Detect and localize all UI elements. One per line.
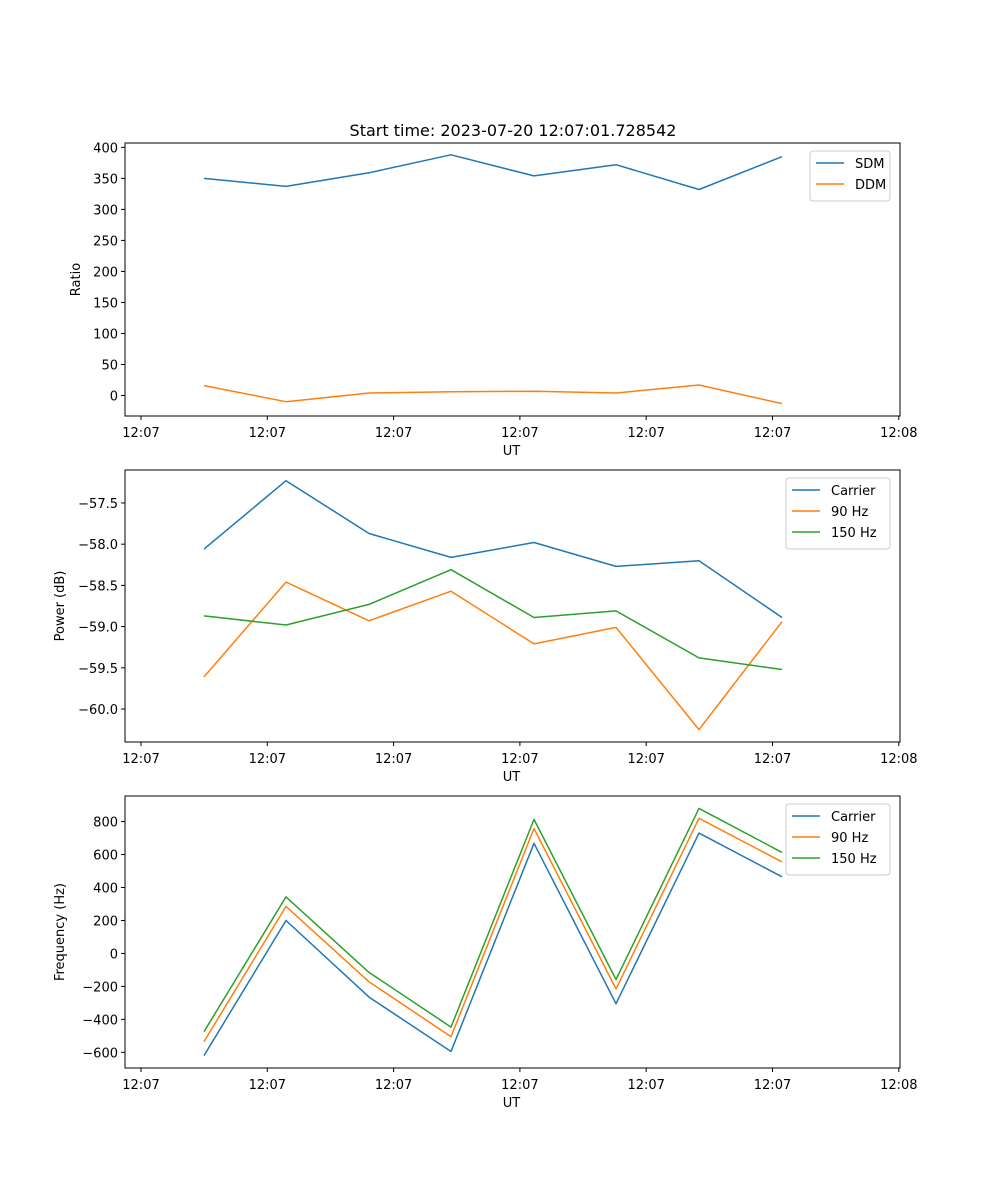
ratio-y-tick-label: 50 xyxy=(101,359,118,374)
frequency-legend-label-150-hz: 150 Hz xyxy=(831,852,877,867)
power-axes-frame xyxy=(124,469,901,743)
frequency-x-tick-label: 12:07 xyxy=(627,1078,664,1093)
power-series-90-hz-line xyxy=(203,581,783,731)
power-y-tick-label: −59.5 xyxy=(78,662,118,677)
power-legend-label-carrier: Carrier xyxy=(831,484,876,499)
ratio-y-tick-label: 350 xyxy=(93,172,118,187)
ratio-legend-label-sdm: SDM xyxy=(855,157,884,172)
power-y-tick-label: −57.5 xyxy=(78,497,118,512)
power-series-carrier-line xyxy=(203,479,783,619)
frequency-x-tick-label: 12:07 xyxy=(122,1078,159,1093)
power-y-tick-label: −59.0 xyxy=(78,621,118,636)
power-y-axis-label: Power (dB) xyxy=(53,571,68,642)
ratio-x-tick-label: 12:07 xyxy=(375,426,412,441)
power-x-tick-label: 12:08 xyxy=(880,752,917,767)
ratio-x-tick-label: 12:07 xyxy=(627,426,664,441)
frequency-x-tick-label: 12:07 xyxy=(754,1078,791,1093)
power-x-tick-label: 12:07 xyxy=(122,752,159,767)
frequency-x-tick-label: 12:07 xyxy=(501,1078,538,1093)
power-legend: Carrier 90 Hz 150 Hz xyxy=(785,477,891,550)
frequency-x-tick-label: 12:07 xyxy=(249,1078,286,1093)
frequency-legend-label-90-hz: 90 Hz xyxy=(831,831,868,846)
ratio-legend: SDM DDM xyxy=(809,150,891,202)
power-y-tick-label: −58.5 xyxy=(78,579,118,594)
power-y-tick-label: −58.0 xyxy=(78,538,118,553)
panel-frequency: 12:07 12:07 12:07 12:07 12:07 12:07 12:08 −600 −… xyxy=(53,795,918,1111)
ratio-x-tick-label: 12:07 xyxy=(501,426,538,441)
ratio-x-tick-label: 12:07 xyxy=(122,426,159,441)
ratio-series-sdm-line xyxy=(203,154,783,191)
power-x-tick-label: 12:07 xyxy=(501,752,538,767)
frequency-y-tick-label: 0 xyxy=(110,947,118,962)
frequency-x-axis-label: UT xyxy=(503,1096,521,1111)
ratio-y-tick-label: 200 xyxy=(93,265,118,280)
ratio-x-axis-label: UT xyxy=(503,444,521,459)
frequency-y-axis-label: Frequency (Hz) xyxy=(53,883,68,981)
ratio-legend-label-ddm: DDM xyxy=(855,178,886,193)
frequency-series-150-hz-line xyxy=(203,807,783,1033)
power-series-150-hz-line xyxy=(203,568,783,671)
frequency-legend: Carrier 90 Hz 150 Hz xyxy=(785,803,891,876)
panel-power: 12:07 12:07 12:07 12:07 12:07 12:07 12:08 −60.0… xyxy=(53,469,918,785)
panel-ratio: 12:07 12:07 12:07 12:07 12:07 12:07 12:08 0 50 10… xyxy=(69,141,918,459)
frequency-y-tick-label: 200 xyxy=(93,914,118,929)
figure-title: Start time: 2023-07-20 12:07:01.728542 xyxy=(350,121,677,140)
power-x-axis-label: UT xyxy=(503,770,521,785)
power-y-tick-label: −60.0 xyxy=(78,703,118,718)
ratio-x-tick-label: 12:08 xyxy=(880,426,917,441)
ratio-y-tick-label: 300 xyxy=(93,203,118,218)
frequency-series-carrier-line xyxy=(203,832,783,1056)
ratio-x-tick-label: 12:07 xyxy=(249,426,286,441)
frequency-x-tick-label: 12:07 xyxy=(375,1078,412,1093)
power-x-tick-label: 12:07 xyxy=(754,752,791,767)
frequency-series-90-hz-line xyxy=(203,817,783,1042)
frequency-y-tick-label: 800 xyxy=(93,816,118,831)
ratio-y-tick-label: 400 xyxy=(93,141,118,156)
frequency-legend-label-carrier: Carrier xyxy=(831,810,876,825)
frequency-y-tick-label: −600 xyxy=(82,1046,118,1061)
frequency-y-tick-label: −400 xyxy=(82,1013,118,1028)
power-x-tick-label: 12:07 xyxy=(375,752,412,767)
frequency-x-tick-label: 12:08 xyxy=(880,1078,917,1093)
ratio-series-ddm-line xyxy=(203,384,783,405)
ratio-y-tick-label: 0 xyxy=(110,390,118,405)
ratio-axes-frame xyxy=(124,142,901,417)
power-x-tick-label: 12:07 xyxy=(249,752,286,767)
frequency-y-tick-label: 600 xyxy=(93,849,118,864)
ratio-y-tick-label: 150 xyxy=(93,296,118,311)
ratio-y-tick-label: 250 xyxy=(93,234,118,249)
frequency-y-tick-label: −200 xyxy=(82,980,118,995)
power-x-tick-label: 12:07 xyxy=(627,752,664,767)
frequency-y-tick-label: 400 xyxy=(93,881,118,896)
power-legend-label-90-hz: 90 Hz xyxy=(831,505,868,520)
power-legend-label-150-hz: 150 Hz xyxy=(831,526,877,541)
ratio-x-tick-label: 12:07 xyxy=(754,426,791,441)
frequency-axes-frame xyxy=(124,795,901,1069)
ratio-y-axis-label: Ratio xyxy=(69,263,84,296)
ratio-y-tick-label: 100 xyxy=(93,327,118,342)
